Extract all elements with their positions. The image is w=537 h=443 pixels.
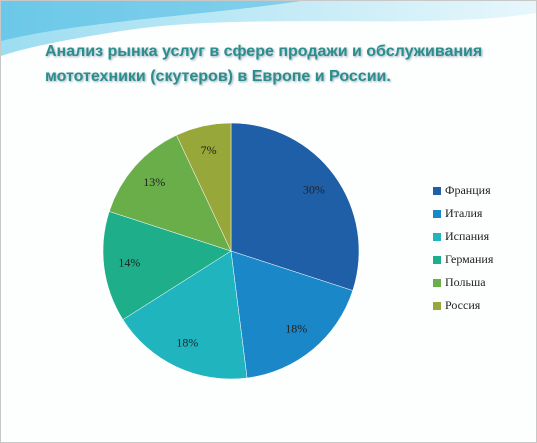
legend-label: Польша [445, 275, 486, 289]
pie-slice [108, 134, 232, 252]
data-label: 13% [143, 175, 165, 189]
pie-slice [230, 250, 354, 379]
data-label: 7% [201, 143, 217, 157]
legend-swatch [433, 233, 441, 241]
legend-label: Германия [445, 252, 494, 266]
legend-swatch [433, 210, 441, 218]
data-label: 30% [303, 183, 325, 197]
legend-label: Россия [445, 298, 481, 312]
legend-swatch [433, 279, 441, 287]
data-label: 18% [176, 335, 198, 349]
pie-slice [176, 122, 232, 252]
legend-swatch [433, 302, 441, 310]
pie-slice [230, 122, 360, 291]
pie-slice [102, 211, 232, 320]
data-label: 18% [285, 322, 307, 336]
legend-swatch [433, 187, 441, 195]
legend-label: Франция [445, 183, 491, 197]
chart-title: Анализ рынка услуг в сфере продажи и обс… [45, 43, 483, 85]
legend-swatch [433, 256, 441, 264]
pie-slice [122, 250, 248, 380]
legend-label: Испания [445, 229, 490, 243]
legend-label: Италия [445, 206, 483, 220]
data-label: 14% [118, 256, 140, 270]
decoration [1, 1, 301, 41]
